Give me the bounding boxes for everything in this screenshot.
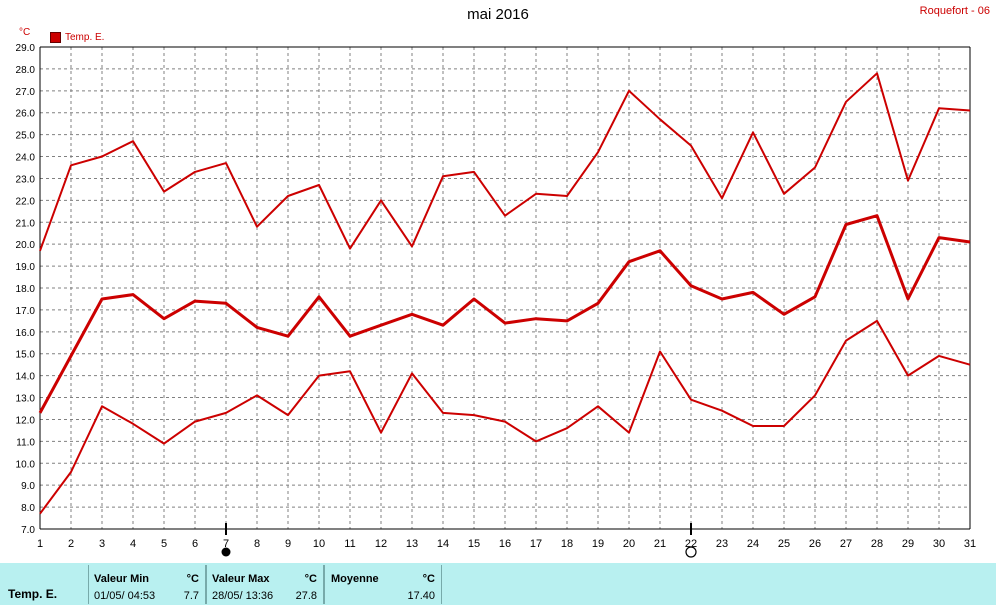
max-title: Valeur Max (212, 573, 270, 585)
x-tick-label: 9 (285, 538, 291, 550)
x-tick-label: 15 (468, 538, 480, 550)
y-tick-label: 21.0 (16, 218, 36, 229)
mean-unit: °C (422, 573, 435, 585)
series-line-max (39, 72, 971, 252)
min-unit: °C (186, 573, 199, 585)
y-tick-label: 10.0 (16, 459, 36, 470)
x-tick-label: 11 (344, 538, 355, 550)
station-name: Roquefort - 06 (919, 5, 990, 17)
y-tick-label: 16.0 (16, 328, 36, 339)
x-tick-label: 29 (902, 538, 914, 550)
mean-value: 17.40 (407, 590, 435, 602)
x-tick-label: 16 (499, 538, 511, 550)
x-tick-label: 8 (254, 538, 260, 550)
full-moon-icon (221, 547, 231, 557)
x-tick-label: 2 (68, 538, 74, 550)
y-tick-label: 11.0 (16, 437, 35, 448)
x-tick-label: 19 (592, 538, 604, 550)
y-tick-label: 19.0 (16, 262, 36, 273)
x-tick-label: 10 (313, 538, 325, 550)
x-tick-label: 28 (871, 538, 883, 550)
y-tick-label: 18.0 (16, 284, 36, 295)
x-tick-label: 6 (192, 538, 198, 550)
x-tick-label: 22 (685, 538, 697, 550)
max-unit: °C (304, 573, 317, 585)
y-tick-label: 12.0 (16, 415, 36, 426)
x-tick-label: 13 (406, 538, 418, 550)
x-tick-label: 21 (654, 538, 666, 550)
x-tick-label: 18 (561, 538, 573, 550)
y-tick-label: 27.0 (16, 87, 36, 98)
y-tick-label: 9.0 (21, 481, 35, 492)
min-date: 01/05/ 04:53 (94, 590, 156, 602)
max-value: 27.8 (295, 590, 317, 602)
min-value-box: Valeur Min °C 01/05/ 04:53 7.7 (88, 565, 206, 604)
y-axis-unit: °C (19, 27, 31, 38)
x-tick-label: 24 (747, 538, 759, 550)
statistics-footer: Temp. E. Valeur Min °C 01/05/ 04:53 7.7 … (0, 563, 996, 605)
series-line-min (39, 319, 971, 515)
y-tick-label: 20.0 (16, 240, 36, 251)
footer-series-label: Temp. E. (8, 587, 58, 601)
min-title: Valeur Min (94, 573, 150, 585)
x-tick-label: 23 (716, 538, 728, 550)
y-tick-label: 14.0 (16, 372, 36, 383)
x-tick-label: 7 (223, 538, 229, 550)
x-tick-label: 12 (375, 538, 387, 550)
x-tick-label: 4 (130, 538, 136, 550)
x-tick-label: 20 (623, 538, 635, 550)
y-tick-label: 22.0 (16, 196, 36, 207)
new-moon-icon (685, 546, 697, 558)
max-date: 28/05/ 13:36 (212, 590, 274, 602)
x-tick-label: 5 (161, 538, 167, 550)
y-tick-label: 17.0 (16, 306, 36, 317)
legend: Temp. E. (50, 32, 104, 43)
x-tick-label: 14 (437, 538, 449, 550)
series-line-mean (38, 214, 971, 414)
y-tick-label: 8.0 (21, 503, 35, 514)
legend-swatch (50, 32, 61, 43)
x-tick-label: 30 (933, 538, 945, 550)
y-tick-label: 24.0 (16, 153, 36, 164)
y-tick-label: 25.0 (16, 131, 36, 142)
y-tick-label: 23.0 (16, 174, 36, 185)
y-tick-label: 26.0 (16, 109, 36, 120)
y-tick-label: 28.0 (16, 65, 36, 76)
x-tick-label: 3 (99, 538, 105, 550)
x-tick-label: 27 (840, 538, 852, 550)
mean-value-box: Moyenne °C 17.40 (324, 565, 442, 604)
temperature-chart: 7.0 8.0 9.0 10.0 11.0 12.0 13.0 14.0 15.0 16.0 17.… (16, 43, 976, 558)
x-tick-label: 17 (530, 538, 542, 550)
y-tick-label: 7.0 (21, 525, 35, 536)
x-tick-label: 25 (778, 538, 790, 550)
x-tick-label: 1 (37, 538, 43, 550)
max-value-box: Valeur Max °C 28/05/ 13:36 27.8 (206, 565, 324, 604)
y-tick-label: 15.0 (16, 350, 36, 361)
y-tick-label: 13.0 (16, 394, 36, 405)
x-tick-label: 31 (964, 538, 976, 550)
chart-title: mai 2016 (467, 6, 529, 23)
y-tick-label: 29.0 (16, 43, 36, 54)
mean-title: Moyenne (331, 573, 379, 585)
min-value: 7.7 (183, 590, 199, 602)
x-tick-label: 26 (809, 538, 821, 550)
legend-label: Temp. E. (65, 32, 105, 43)
